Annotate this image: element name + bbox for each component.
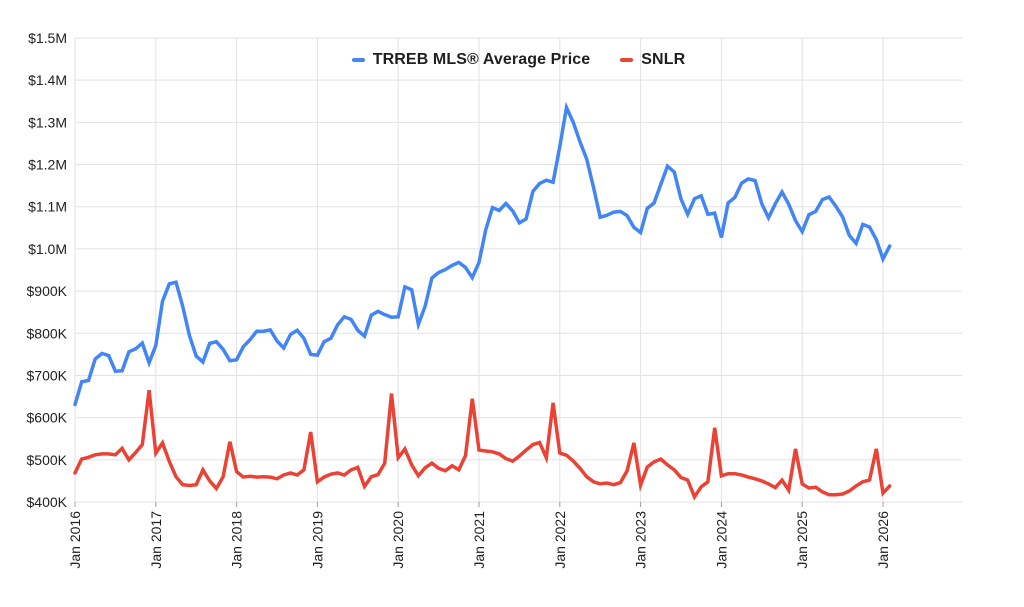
y-axis-tick-label: $400K <box>27 494 68 510</box>
y-axis-tick-label: $1.0M <box>28 241 67 257</box>
x-axis-tick-label: Jan 2018 <box>229 511 245 569</box>
y-axis-tick-label: $600K <box>27 410 68 426</box>
y-axis-tick-label: $1.2M <box>28 157 67 173</box>
x-axis-tick-label: Jan 2019 <box>309 511 325 569</box>
x-axis-tick-label: Jan 2021 <box>471 511 487 569</box>
y-axis-tick-label: $1.1M <box>28 199 67 215</box>
x-axis-tick-label: Jan 2023 <box>633 511 649 569</box>
y-axis-tick-label: $800K <box>27 325 68 341</box>
y-axis-tick-label: $500K <box>27 452 68 468</box>
y-axis-tick-label: $700K <box>27 367 68 383</box>
x-axis-tick-label: Jan 2016 <box>67 511 83 569</box>
trreb-average-price-line <box>73 101 892 407</box>
y-axis-tick-label: $1.5M <box>28 30 67 46</box>
snlr-line <box>73 389 892 501</box>
x-axis-tick-label: Jan 2017 <box>148 511 164 569</box>
x-axis-tick-label: Jan 2026 <box>875 511 891 569</box>
y-axis-tick-label: $1.3M <box>28 114 67 130</box>
x-axis-tick-label: Jan 2020 <box>390 511 406 569</box>
x-axis-tick-label: Jan 2022 <box>552 511 568 569</box>
x-axis-tick-label: Jan 2025 <box>794 511 810 569</box>
y-axis-tick-label: $900K <box>27 283 68 299</box>
y-axis-tick-label: $1.4M <box>28 72 67 88</box>
x-axis-tick-label: Jan 2024 <box>713 511 729 569</box>
